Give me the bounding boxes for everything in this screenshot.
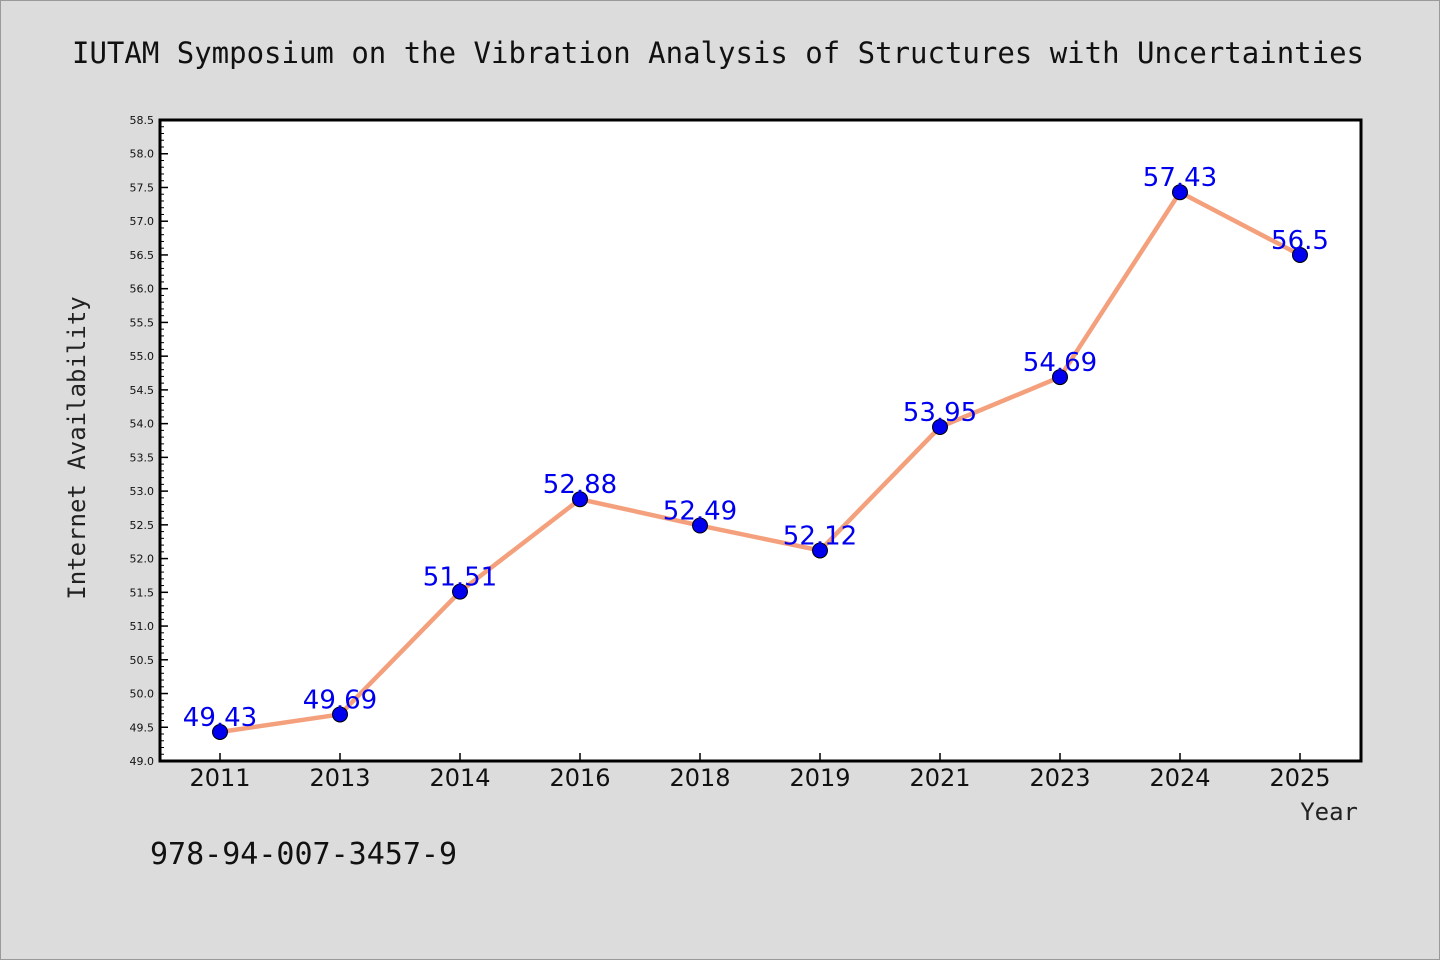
data-label: 57.43 (1143, 163, 1217, 193)
x-axis-label: Year (1300, 798, 1358, 826)
y-tick-label: 58.0 (130, 148, 155, 161)
y-tick-label: 54.0 (130, 418, 155, 431)
x-tick-label: 2014 (429, 764, 490, 792)
x-tick-label: 2013 (309, 764, 370, 792)
x-tick-label: 2021 (909, 764, 970, 792)
x-tick-label: 2024 (1149, 764, 1210, 792)
data-point (1052, 369, 1068, 386)
x-tick-label: 2016 (549, 764, 610, 792)
y-tick-label: 49.0 (130, 755, 155, 768)
data-label: 56.5 (1271, 226, 1329, 256)
data-labels: 49.43 49.69 51.51 52.88 52.49 52.12 53.95 54.69… (183, 163, 1329, 733)
data-point (332, 706, 348, 723)
data-label: 54.69 (1023, 348, 1097, 378)
y-tick-label: 52.5 (130, 519, 155, 532)
y-axis-ticks: 49.0 49.5 50.0 50.5 51.0 51.5 52.0 52.5 53.0 53.5… (130, 114, 168, 768)
series-polyline (219, 189, 1302, 735)
y-tick-label: 56.5 (130, 249, 155, 262)
data-point (1172, 184, 1188, 201)
y-tick-label: 53.5 (130, 451, 155, 464)
data-label: 51.51 (423, 563, 497, 593)
data-label: 52.88 (543, 470, 617, 500)
x-tick-label: 2011 (189, 764, 250, 792)
series-line (219, 189, 1302, 735)
y-tick-label: 49.5 (130, 721, 155, 734)
y-tick-label: 56.0 (130, 283, 155, 296)
data-point (932, 419, 948, 436)
data-point (452, 583, 468, 600)
data-point (572, 491, 588, 508)
x-axis-ticks: 2011 2013 2014 2016 2018 2019 2021 2023 2024 2025 (189, 753, 1331, 792)
data-label: 49.43 (183, 703, 257, 733)
data-label: 52.12 (783, 521, 857, 551)
data-point (1292, 246, 1308, 263)
chart-title: IUTAM Symposium on the Vibration Analysi… (72, 36, 1364, 70)
plot-area (158, 118, 1363, 763)
y-tick-label: 57.5 (130, 181, 155, 194)
y-tick-label: 55.0 (130, 350, 155, 363)
series-markers (212, 184, 1308, 740)
y-axis-label: Internet Availability (63, 296, 91, 599)
y-tick-label: 55.5 (130, 316, 155, 329)
x-tick-label: 2023 (1029, 764, 1090, 792)
y-tick-label: 50.0 (130, 688, 155, 701)
y-tick-label: 51.5 (130, 586, 155, 599)
data-label: 49.69 (303, 685, 377, 715)
isbn-text: 978-94-007-3457-9 (150, 837, 457, 872)
y-tick-label: 57.0 (130, 215, 155, 228)
y-tick-label: 52.0 (130, 553, 155, 566)
data-point (812, 542, 828, 559)
x-tick-label: 2019 (789, 764, 850, 792)
y-tick-label: 58.5 (130, 114, 155, 127)
data-point (692, 517, 708, 534)
data-label: 53.95 (903, 398, 977, 428)
y-tick-label: 50.5 (130, 654, 155, 667)
x-tick-label: 2025 (1269, 764, 1330, 792)
y-tick-label: 53.0 (130, 485, 155, 498)
y-tick-label: 54.5 (130, 384, 155, 397)
data-label: 52.49 (663, 497, 737, 527)
x-tick-label: 2018 (669, 764, 730, 792)
y-tick-label: 51.0 (130, 620, 155, 633)
data-point (212, 723, 228, 740)
